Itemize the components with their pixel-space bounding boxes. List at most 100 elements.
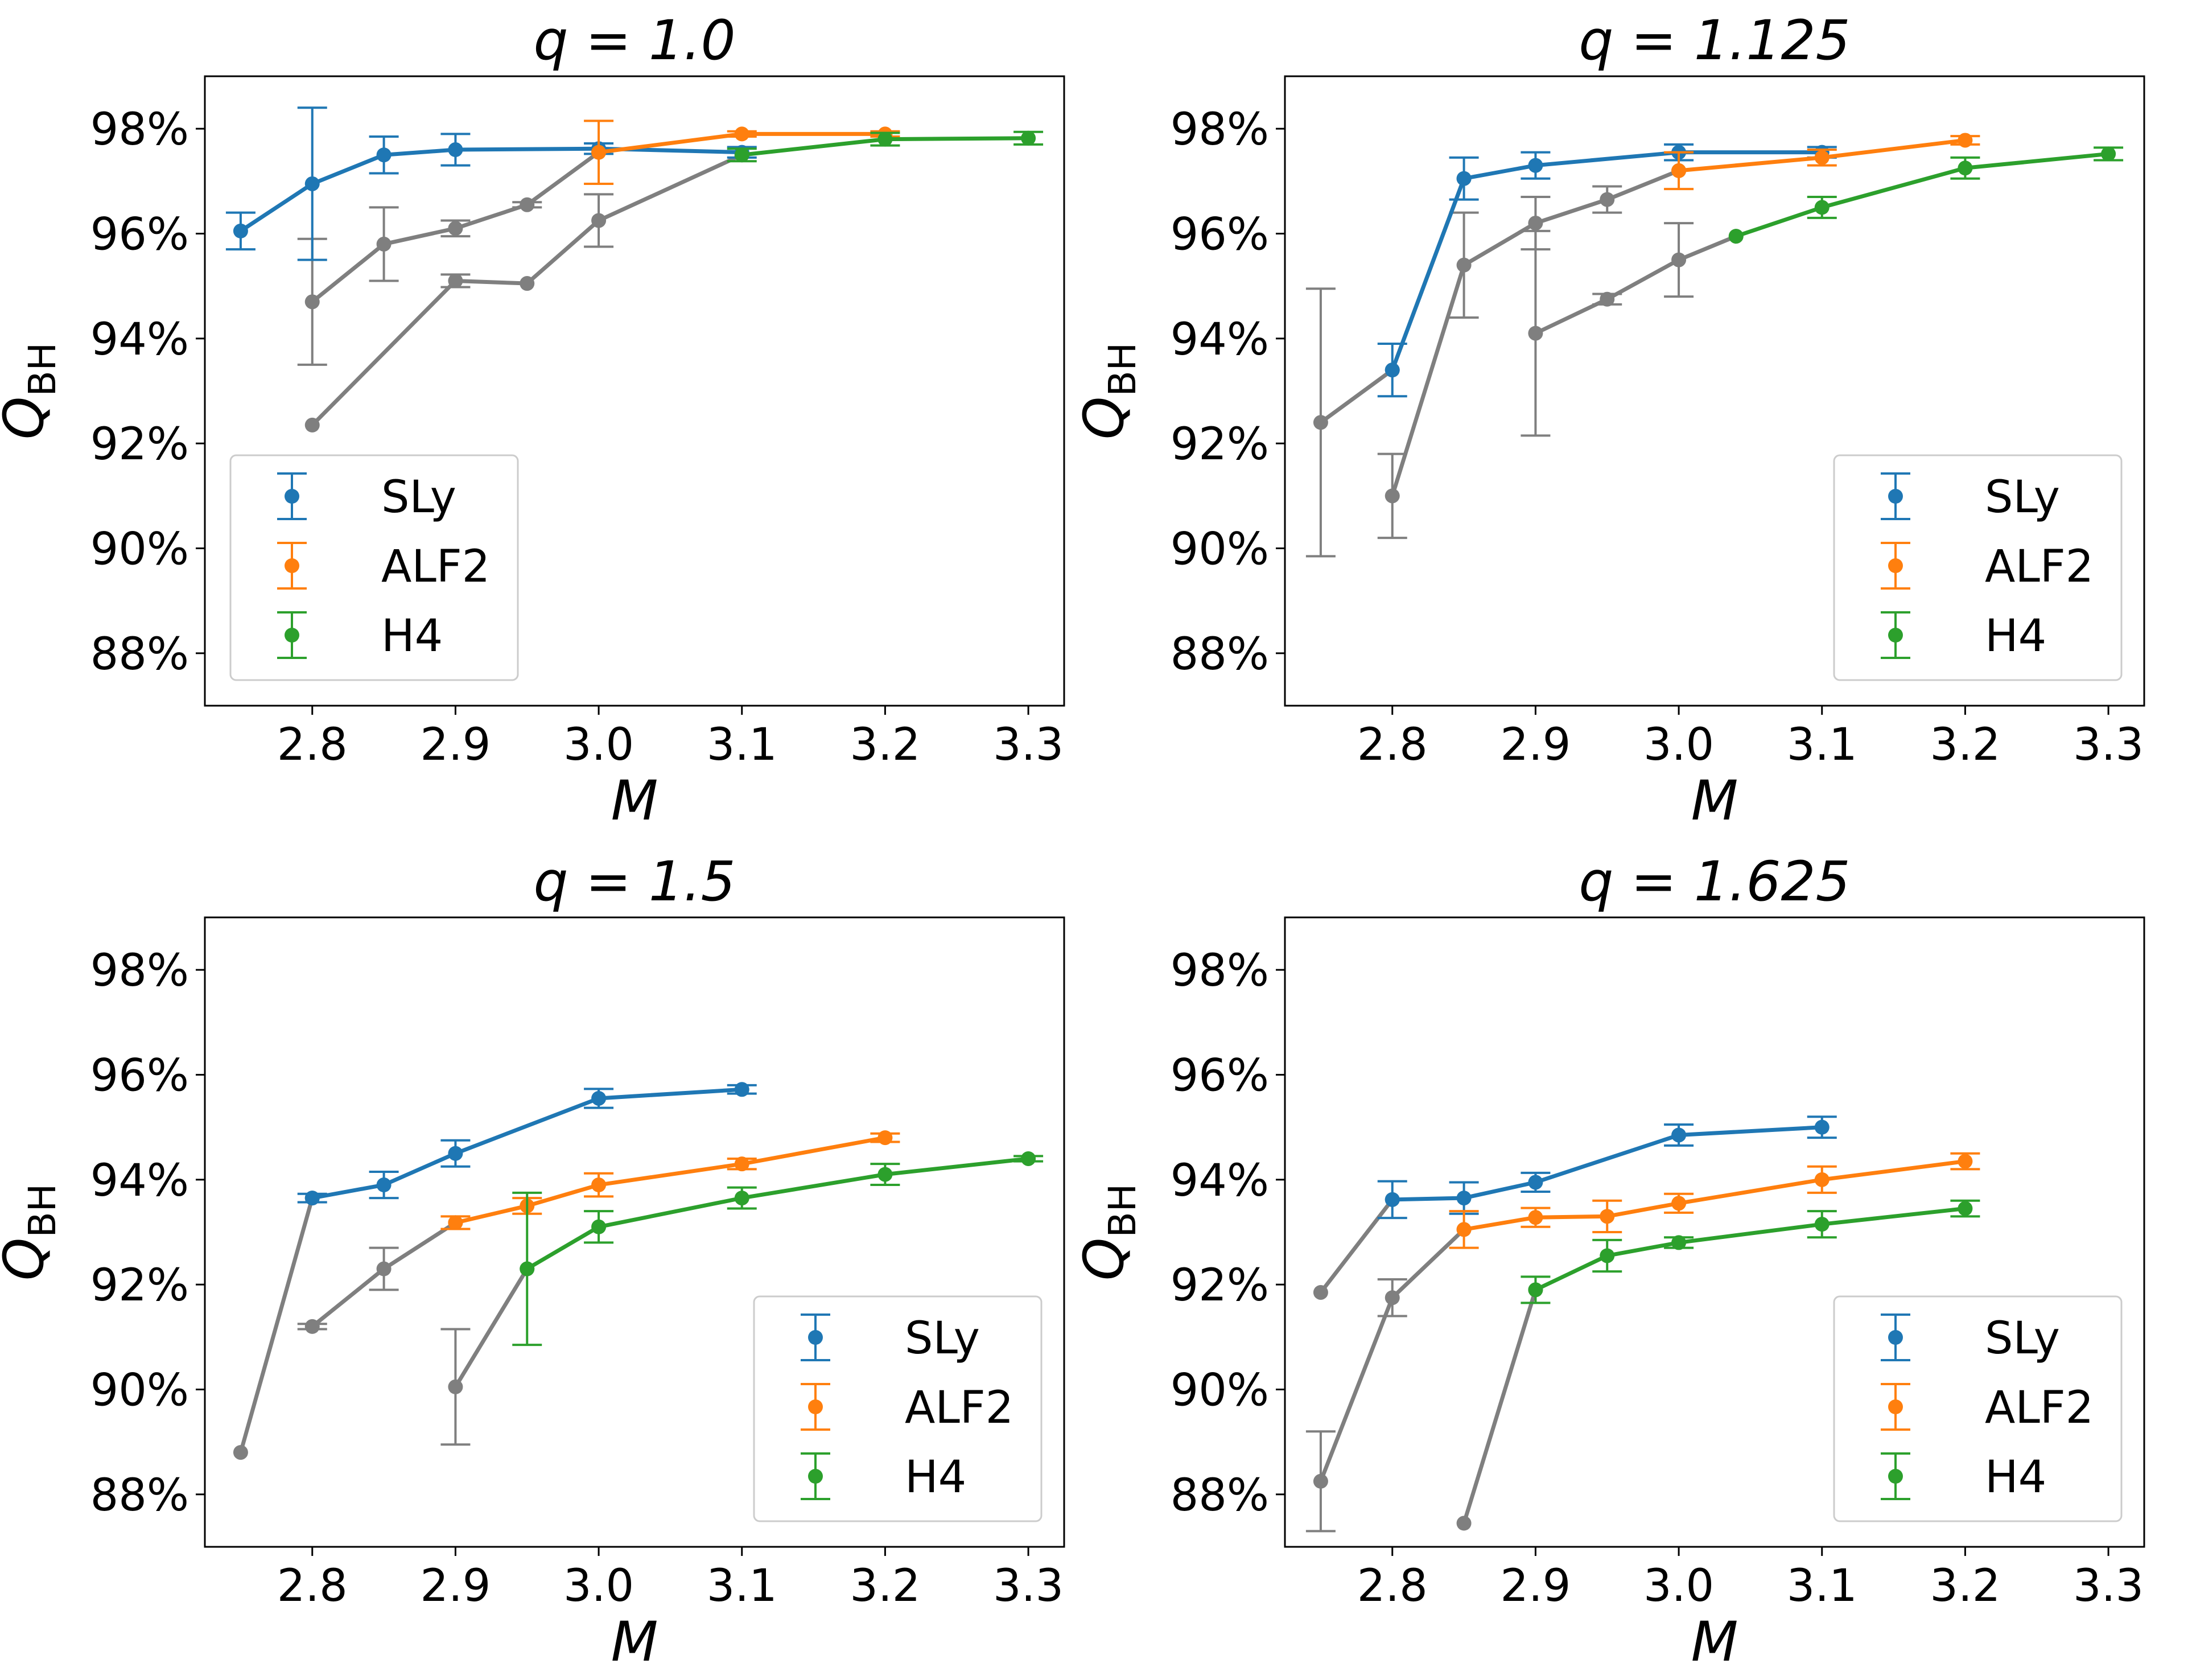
plot-frame [1284, 75, 2145, 707]
gray-series-2 [1377, 163, 1687, 540]
x-tick-label: 2.9 [420, 719, 491, 771]
series-alf2-point [1814, 150, 1830, 165]
gray-series-1-line [1319, 1198, 1394, 1294]
legend-marker [1888, 1330, 1903, 1345]
series-alf2-point [1958, 1154, 1973, 1169]
legend-label: SLy [381, 472, 456, 523]
gray-series-1 [1313, 1192, 1400, 1300]
series-h4-point [1958, 160, 1973, 176]
x-tick-label: 3.2 [1930, 719, 2000, 771]
panel-title: q = 1.625 [1579, 850, 1850, 913]
series-sly [1377, 143, 1837, 398]
gray-series-2 [1305, 1222, 1472, 1533]
gray-series-2 [304, 147, 749, 433]
panel-title: q = 1.5 [533, 850, 735, 913]
x-tick-label: 3.1 [707, 1560, 777, 1612]
x-tick-label: 3.2 [850, 1560, 920, 1612]
series-alf2-point [734, 1156, 749, 1172]
y-tick-label: 96% [1171, 209, 1269, 261]
legend-marker [1888, 1469, 1903, 1484]
series-h4-point [1671, 1235, 1687, 1250]
series-alf2-point [1456, 1222, 1472, 1237]
series-h4-point [2101, 146, 2116, 162]
gray-series-1-point [304, 294, 320, 310]
plot-frame [204, 75, 1065, 707]
y-tick-label: 92% [90, 1260, 189, 1311]
series-alf2-point [1671, 1196, 1687, 1211]
y-tick-label: 92% [1171, 419, 1269, 470]
x-tick-label: 2.8 [1357, 1560, 1428, 1612]
series-sly-point [1456, 1191, 1472, 1206]
gray-series-2-point [376, 1261, 392, 1277]
legend-label: SLy [905, 1313, 980, 1364]
gray-series-2-point [1600, 192, 1615, 207]
gray-series-2-point [520, 276, 535, 291]
x-tick-label: 3.3 [993, 1560, 1064, 1612]
legend-marker [1888, 558, 1903, 573]
legend-box [753, 1295, 1043, 1522]
y-axis-label: QBH [0, 1184, 64, 1280]
series-sly-point [448, 142, 463, 158]
series-alf2-point [448, 1215, 463, 1230]
y-tick-label: 88% [1171, 1470, 1269, 1521]
series-h4-point [1600, 1248, 1615, 1263]
gray-series-3-line [1462, 1289, 1538, 1524]
series-h4-point [1021, 130, 1036, 146]
legend: SLy ALF2 H4 [1833, 454, 2123, 681]
x-tick-label: 3.3 [993, 719, 1064, 771]
legend-label: ALF2 [381, 541, 490, 592]
x-tick-label: 3.0 [1643, 719, 1714, 771]
series-alf2-line [455, 1135, 886, 1225]
y-tick-label: 88% [90, 629, 189, 680]
legend-label: SLy [1985, 1313, 2060, 1364]
series-alf2-point [1528, 1210, 1543, 1225]
series-sly-point [304, 176, 320, 191]
y-tick-label: 94% [1171, 1155, 1269, 1207]
series-sly-point [376, 1177, 392, 1193]
series-h4-point [877, 131, 893, 147]
series-sly-point [1385, 363, 1400, 378]
legend-label: H4 [1985, 611, 2046, 662]
series-alf2-point [1958, 133, 1973, 148]
series-alf2 [1449, 1152, 1980, 1249]
legend-box [229, 454, 519, 681]
gray-series-2-point [1456, 257, 1472, 273]
series-sly-point [376, 147, 392, 163]
gray-series-3-point [1600, 291, 1615, 307]
series-alf2-point [877, 1130, 893, 1146]
gray-series-3-point [1671, 252, 1687, 267]
gray-series-1-point [1313, 1284, 1328, 1300]
legend-label: H4 [381, 611, 443, 662]
series-sly-point [734, 1082, 749, 1097]
series-h4-point [1814, 200, 1830, 215]
gray-series-2-point [448, 273, 463, 289]
y-tick-label: 94% [90, 1155, 189, 1207]
gray-series-2-point [304, 1319, 320, 1334]
gray-series-3-point [448, 1379, 463, 1394]
series-sly-point [1528, 158, 1543, 173]
legend: SLy ALF2 H4 [753, 1295, 1043, 1522]
legend-box [1833, 1295, 2123, 1522]
series-h4-point [877, 1167, 893, 1182]
panel-title: q = 1.0 [533, 9, 735, 72]
legend-marker [285, 489, 299, 504]
x-axis-label: M [611, 769, 658, 833]
legend: SLy ALF2 H4 [1833, 1295, 2123, 1522]
panel-title: q = 1.125 [1579, 9, 1850, 72]
series-h4-point [520, 1261, 535, 1277]
legend-marker [808, 1330, 823, 1345]
gray-series-3-line [454, 1267, 529, 1388]
y-axis-label: QBH [1072, 1184, 1144, 1280]
series-alf2-point [734, 126, 749, 142]
series-h4 [1728, 146, 2124, 244]
series-alf2 [440, 1130, 900, 1230]
gray-series-1-point [233, 1445, 248, 1460]
series-h4-line [1534, 1207, 1966, 1292]
legend-box [1833, 454, 2123, 681]
y-tick-label: 96% [90, 209, 189, 261]
y-tick-label: 90% [90, 1365, 189, 1417]
y-axis-label: QBH [0, 343, 64, 439]
chart-panel-4: q = 1.625 2.8 2.9 3.0 3.1 3.2 3.3 88% 90% 92% 94% 9… [1072, 850, 2145, 1674]
x-tick-label: 2.9 [1500, 719, 1571, 771]
series-sly-point [1456, 171, 1472, 186]
